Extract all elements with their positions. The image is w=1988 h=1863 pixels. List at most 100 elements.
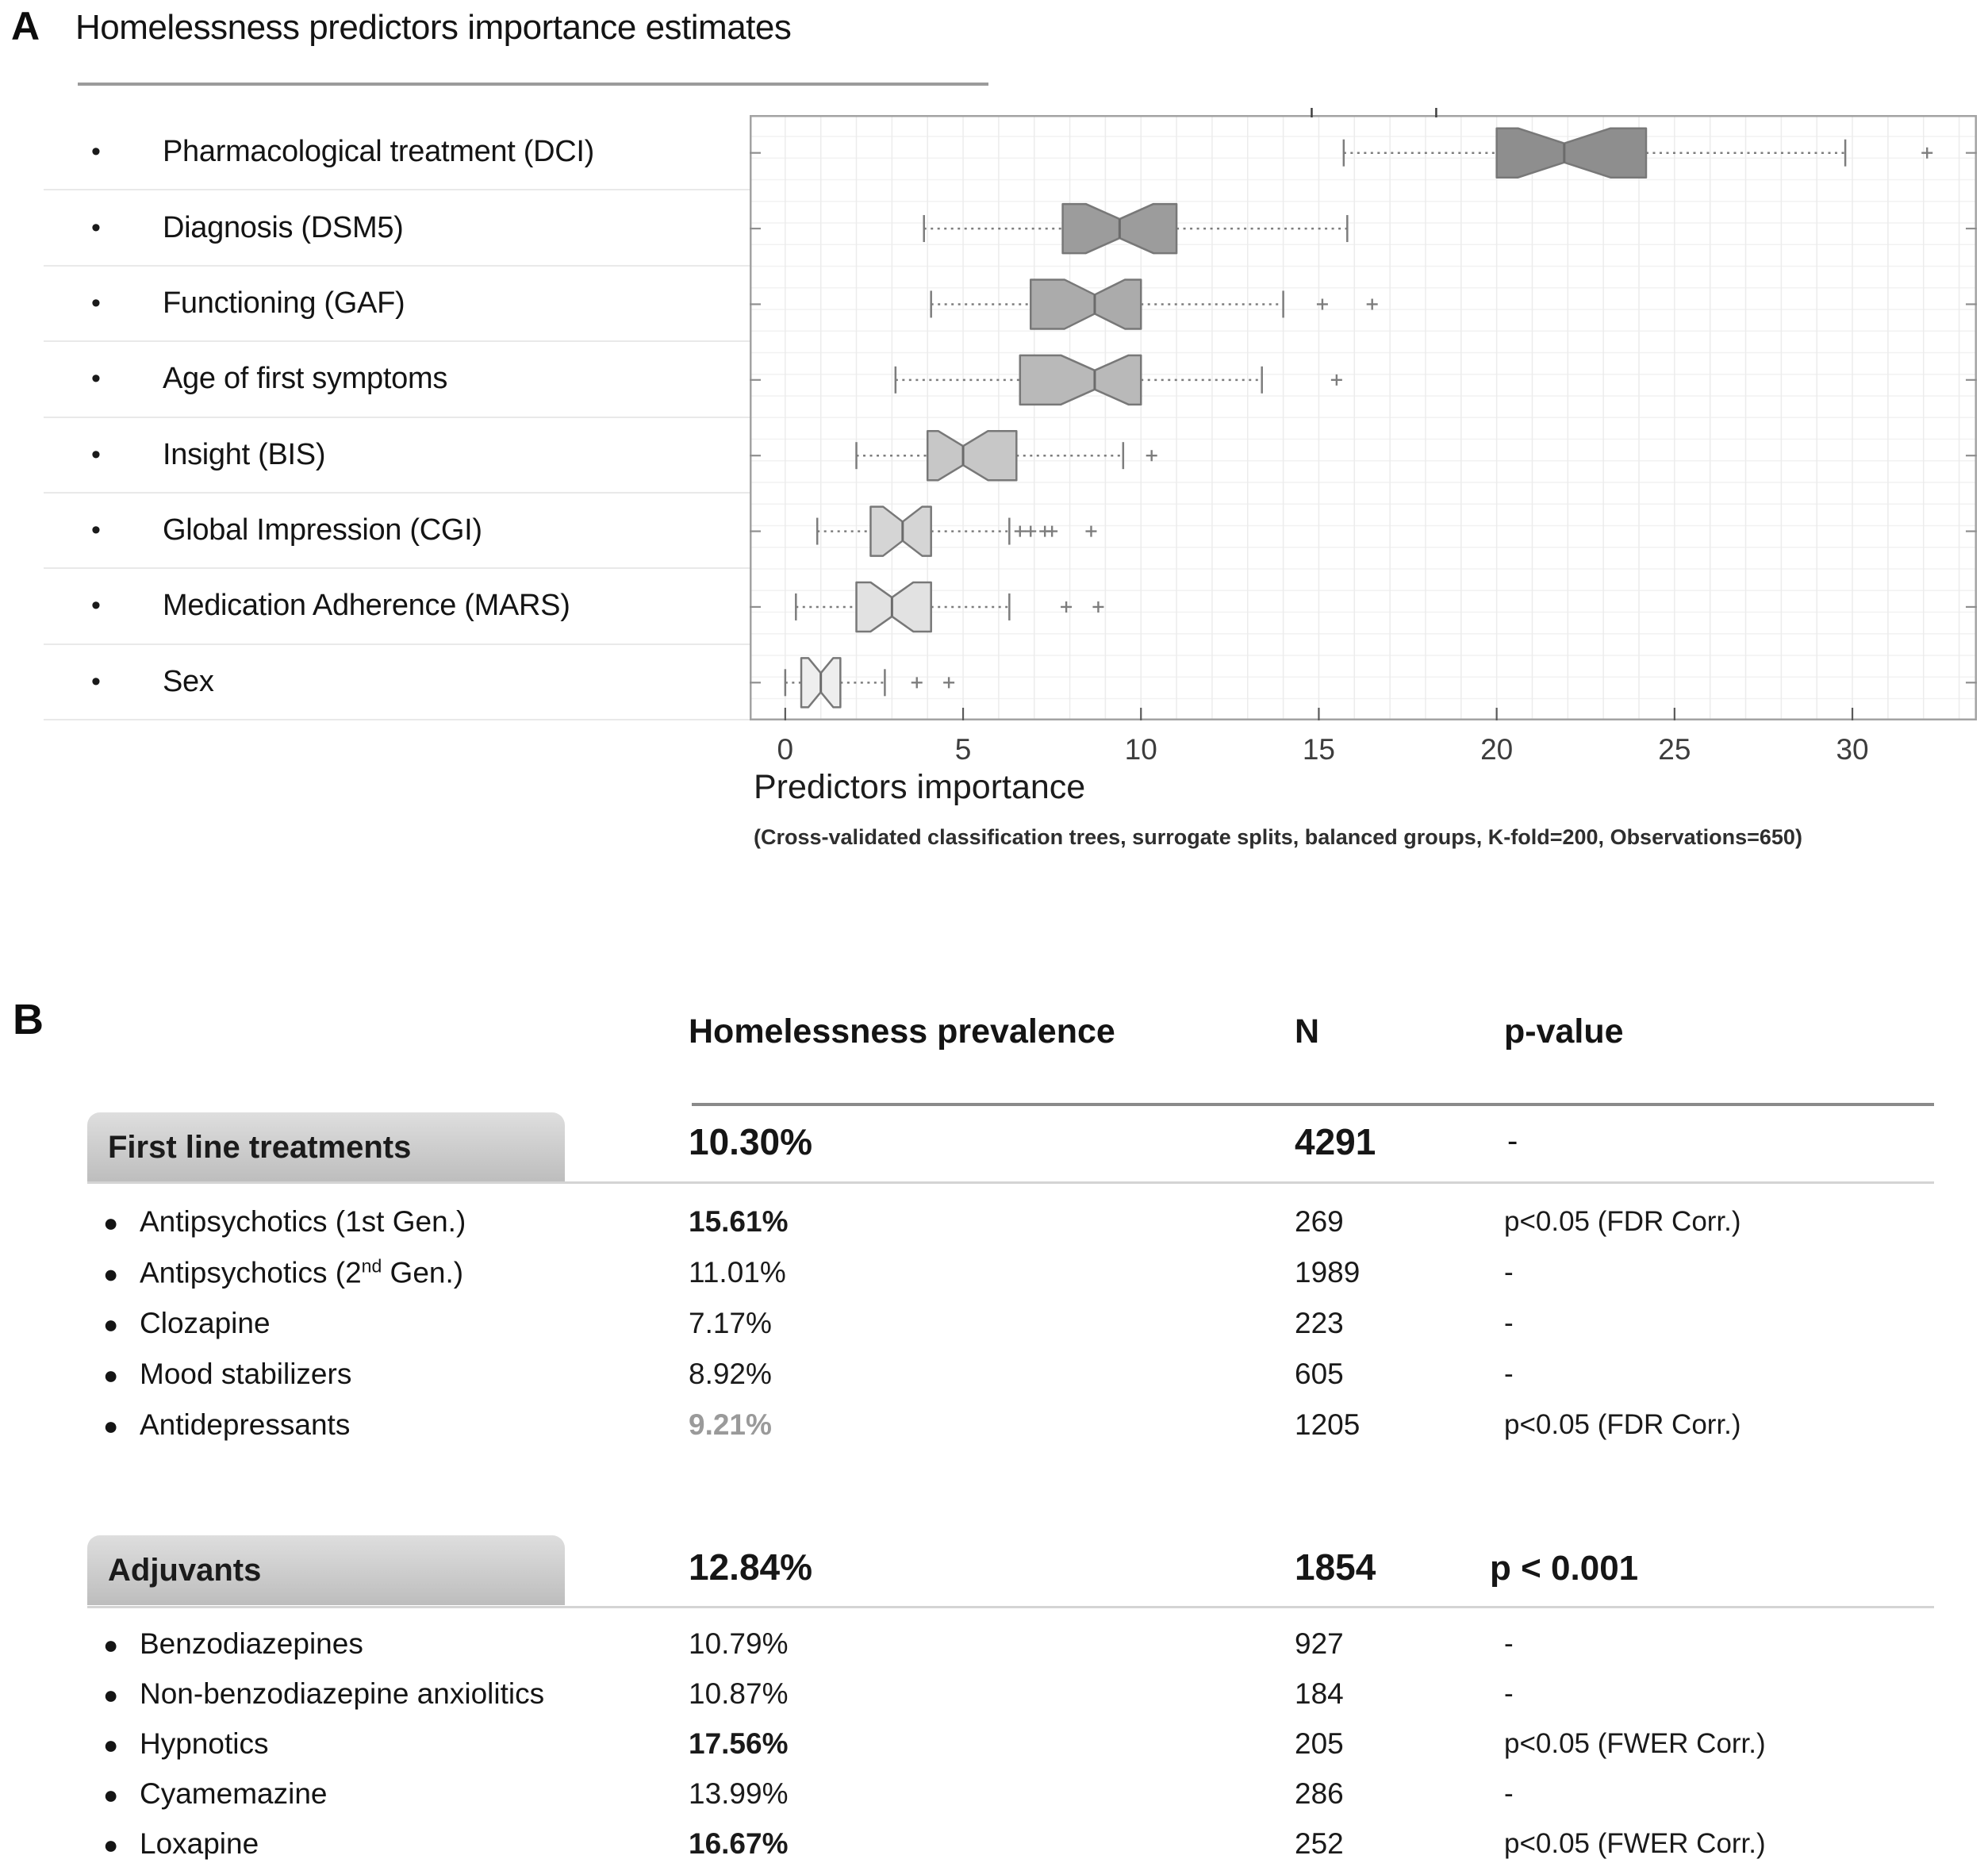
section-n: 4291 — [1295, 1121, 1376, 1162]
outlier-marker — [1146, 450, 1157, 462]
outlier-marker — [1014, 525, 1026, 537]
x-tick-label: 0 — [777, 733, 794, 766]
section-divider — [87, 1181, 1934, 1184]
boxplot-chart — [750, 108, 1977, 720]
predictor-label-row: • Insight (BIS) — [44, 418, 750, 494]
bullet-icon: • — [91, 287, 101, 318]
x-tick-label: 30 — [1836, 733, 1869, 766]
x-tick-label: 10 — [1124, 733, 1157, 766]
column-header-pvalue: p-value — [1504, 1012, 1624, 1051]
row-n: 205 — [1295, 1727, 1344, 1760]
column-header-prevalence: Homelessness prevalence — [689, 1012, 1115, 1051]
row-pvalue: - — [1504, 1627, 1514, 1659]
row-label: ● Loxapine — [103, 1827, 259, 1860]
outlier-marker — [1366, 298, 1378, 310]
predictor-label: Medication Adherence (MARS) — [163, 589, 570, 623]
row-pvalue: - — [1504, 1257, 1514, 1288]
bullet-icon: ● — [103, 1208, 119, 1237]
row-n: 605 — [1295, 1358, 1344, 1390]
table-row: ● Non-benzodiazepine anxiolitics 10.87% 184… — [0, 1669, 1988, 1719]
outlier-marker — [1046, 525, 1058, 537]
row-pvalue: - — [1504, 1677, 1514, 1709]
x-tick-label: 15 — [1302, 733, 1336, 766]
row-pvalue: - — [1504, 1308, 1514, 1339]
row-prevalence: 8.92% — [689, 1358, 772, 1390]
bullet-icon: ● — [103, 1730, 119, 1759]
notched-box — [855, 581, 932, 633]
section-header-box: Adjuvants — [87, 1535, 565, 1605]
predictor-label: Pharmacological treatment (DCI) — [163, 135, 595, 169]
notched-box — [1019, 354, 1142, 406]
row-label-part: Gen.) — [382, 1256, 464, 1289]
bullet-icon: • — [91, 666, 101, 697]
notched-box — [1495, 127, 1648, 179]
panel-b-letter: B — [13, 996, 44, 1043]
section-prevalence: 12.84% — [689, 1546, 813, 1588]
row-prevalence: 16.67% — [689, 1827, 789, 1860]
bullet-icon: • — [91, 515, 101, 546]
row-pvalue: p<0.05 (FWER Corr.) — [1504, 1727, 1766, 1759]
table-row: ● Mood stabilizers 8.92% 605 - — [0, 1349, 1988, 1400]
panel-a-title: Homelessness predictors importance estim… — [75, 8, 792, 47]
row-n: 286 — [1295, 1777, 1344, 1810]
predictor-label-list: • Pharmacological treatment (DCI) • Diagnos… — [44, 115, 750, 720]
row-prevalence: 10.79% — [689, 1627, 789, 1660]
predictor-label-row: • Global Impression (CGI) — [44, 494, 750, 570]
row-prevalence: 7.17% — [689, 1307, 772, 1339]
outlier-marker — [1025, 525, 1037, 537]
row-label: ● Cyamemazine — [103, 1777, 328, 1810]
predictor-label-row: • Medication Adherence (MARS) — [44, 569, 750, 645]
predictor-label: Age of first symptoms — [163, 362, 448, 396]
row-n: 184 — [1295, 1677, 1344, 1710]
row-label: ● Benzodiazepines — [103, 1627, 363, 1660]
x-tick-label: 25 — [1658, 733, 1691, 766]
table-row: ● Clozapine 7.17% 223 - — [0, 1298, 1988, 1349]
predictor-label: Functioning (GAF) — [163, 286, 405, 320]
section-prevalence: 10.30% — [689, 1121, 813, 1162]
outlier-marker — [1061, 601, 1073, 613]
bullet-icon: ● — [103, 1361, 119, 1389]
row-n: 1989 — [1295, 1256, 1361, 1289]
bullet-icon: • — [91, 439, 101, 470]
row-prevalence: 11.01% — [689, 1256, 786, 1289]
outlier-marker — [1330, 374, 1342, 386]
predictor-label: Insight (BIS) — [163, 437, 326, 471]
outlier-marker — [943, 677, 955, 689]
table-row: ● Antidepressants 9.21% 1205 p<0.05 (FDR Cor… — [0, 1400, 1988, 1450]
bullet-icon: ● — [103, 1310, 119, 1339]
x-tick-label: 5 — [954, 733, 972, 766]
table-row: ● Antipsychotics (2nd Gen.) 11.01% 1989 - — [0, 1247, 1988, 1298]
row-label-superscript: nd — [361, 1255, 382, 1277]
row-n: 223 — [1295, 1307, 1344, 1339]
row-label-part: Antipsychotics (2 — [140, 1256, 362, 1289]
row-prevalence: 17.56% — [689, 1727, 789, 1760]
predictor-label: Global Impression (CGI) — [163, 513, 482, 547]
x-tick-label: 20 — [1480, 733, 1514, 766]
section-divider — [87, 1606, 1934, 1608]
x-axis-label: Predictors importance — [754, 768, 1086, 806]
header-underline — [692, 1103, 1934, 1106]
bullet-icon: • — [91, 212, 101, 243]
row-n: 269 — [1295, 1205, 1344, 1238]
predictor-label: Diagnosis (DSM5) — [163, 210, 404, 244]
row-pvalue: - — [1504, 1358, 1514, 1389]
bullet-icon: • — [91, 363, 101, 394]
row-label: ● Antipsychotics (2nd Gen.) — [103, 1255, 463, 1289]
outlier-marker — [1921, 147, 1933, 159]
section-header-label: Adjuvants — [108, 1552, 262, 1588]
bullet-icon: ● — [103, 1412, 119, 1440]
row-n: 927 — [1295, 1627, 1344, 1660]
table-row: ● Cyamemazine 13.99% 286 - — [0, 1769, 1988, 1819]
row-pvalue: p<0.05 (FWER Corr.) — [1504, 1827, 1766, 1859]
table-row: ● Benzodiazepines 10.79% 927 - — [0, 1619, 1988, 1669]
outlier-marker — [911, 677, 923, 689]
predictor-label-row: • Diagnosis (DSM5) — [44, 190, 750, 267]
table-row: ● Hypnotics 17.56% 205 p<0.05 (FWER Corr.) — [0, 1719, 1988, 1769]
panel-a-title-underline — [78, 83, 988, 86]
row-prevalence: 15.61% — [689, 1205, 789, 1238]
outlier-marker — [1085, 525, 1097, 537]
predictor-label-row: • Age of first symptoms — [44, 342, 750, 418]
bullet-icon: ● — [103, 1630, 119, 1659]
row-prevalence: 13.99% — [689, 1777, 789, 1810]
